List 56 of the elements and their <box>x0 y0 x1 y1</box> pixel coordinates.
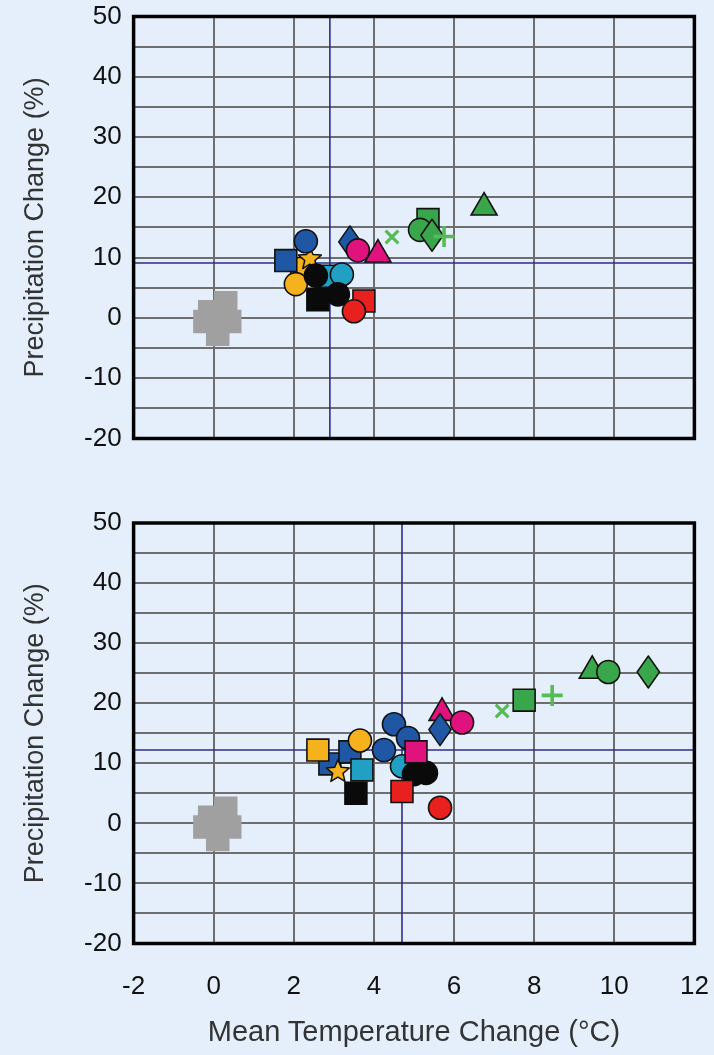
x-tick-label: -2 <box>122 970 146 1001</box>
y-tick-label: 30 <box>92 120 122 151</box>
y-tick-label: 20 <box>92 686 122 717</box>
point <box>325 758 351 783</box>
point <box>329 262 355 287</box>
x-tick-label: 8 <box>526 970 542 1001</box>
point <box>345 238 371 263</box>
x-tick-label: 0 <box>206 970 221 1001</box>
point <box>433 225 455 247</box>
y-tick-label: 40 <box>92 59 122 90</box>
y-tick-label: 50 <box>92 0 122 30</box>
y-tick-label: 10 <box>92 746 122 777</box>
point <box>205 322 230 346</box>
point <box>384 229 400 246</box>
point <box>325 282 351 307</box>
y-tick-label: 30 <box>92 626 122 657</box>
point <box>390 779 414 804</box>
point <box>306 738 330 762</box>
point <box>306 288 330 312</box>
point <box>449 710 475 735</box>
y-tick-label: 20 <box>92 180 122 211</box>
point <box>494 703 511 719</box>
point <box>303 263 329 288</box>
point <box>283 271 309 297</box>
y-tick-label: -10 <box>84 361 122 392</box>
point <box>427 795 453 821</box>
point <box>347 728 373 753</box>
y-tick-label: 0 <box>107 301 122 332</box>
y-tick-label: 50 <box>92 506 122 537</box>
point <box>595 659 621 685</box>
point <box>344 781 368 806</box>
y-tick-label: 10 <box>92 240 122 271</box>
y-axis-title: Precipitation Change (%) <box>18 77 49 378</box>
x-axis-title: Mean Temperature Change (°C) <box>207 1014 621 1047</box>
y-tick-label: 0 <box>107 806 122 837</box>
y-axis-title: Precipitation Change (%) <box>18 583 49 884</box>
x-tick-label: 6 <box>446 970 462 1001</box>
y-tick-label: -10 <box>84 866 122 897</box>
point <box>512 688 536 712</box>
point <box>371 737 397 763</box>
x-tick-label: 12 <box>679 970 709 1001</box>
point <box>205 827 230 852</box>
point <box>404 740 428 764</box>
point <box>636 655 661 689</box>
point <box>381 711 407 737</box>
x-tick-label: 2 <box>286 970 302 1001</box>
point <box>350 758 374 782</box>
point <box>341 298 367 324</box>
y-tick-label: 40 <box>92 566 122 597</box>
y-tick-label: -20 <box>84 926 122 957</box>
y-tick-label: -20 <box>84 421 122 452</box>
point <box>274 248 298 273</box>
x-tick-label: 10 <box>599 970 629 1001</box>
point <box>541 684 563 706</box>
x-tick-label: 4 <box>366 970 382 1001</box>
point <box>293 229 319 254</box>
